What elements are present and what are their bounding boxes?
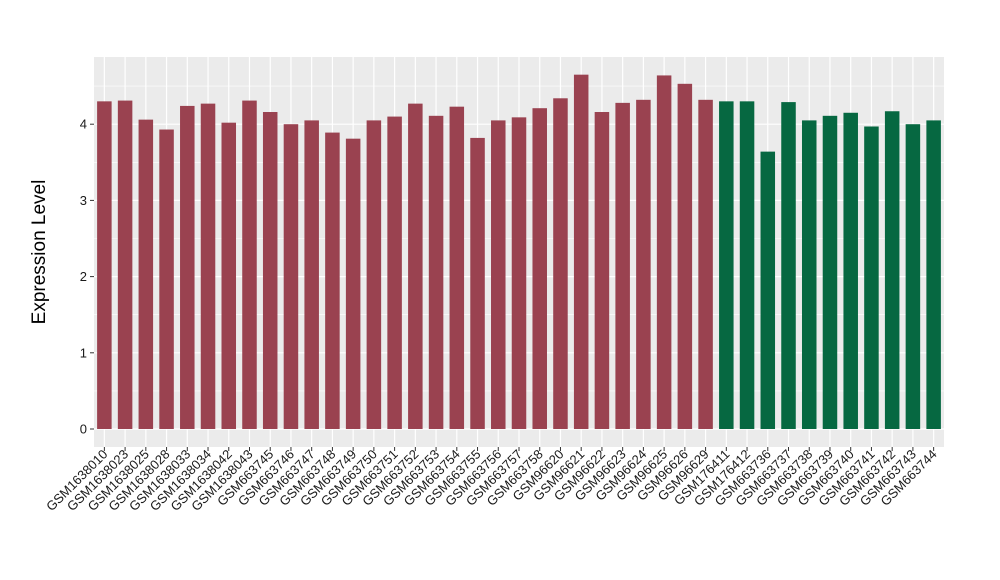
bar-GSM663748	[325, 132, 340, 429]
bar-GSM1638028	[159, 129, 174, 429]
bar-GSM1638034	[200, 103, 216, 429]
bar-GSM663754	[449, 106, 465, 429]
bar-GSM96621	[573, 74, 589, 430]
bar-GSM1638042	[221, 122, 237, 430]
bar-GSM663757	[511, 117, 527, 429]
bar-GSM663737	[781, 102, 796, 430]
bar-GSM663755	[470, 137, 485, 429]
bar-GSM96623	[615, 102, 630, 429]
y-tick-label: 4	[80, 117, 87, 132]
bar-GSM96625	[656, 75, 672, 429]
y-axis-title: Expression Level	[29, 180, 50, 325]
bar-GSM1638010	[97, 101, 112, 429]
bar-GSM663740	[843, 112, 858, 430]
bar-GSM176411	[719, 101, 734, 429]
bar-GSM663742	[884, 111, 900, 429]
bar-GSM1638025	[138, 119, 154, 430]
bar-GSM663752	[408, 103, 423, 429]
bar-GSM176412	[739, 101, 755, 429]
bar-GSM663744	[926, 120, 941, 429]
bar-GSM663738	[801, 120, 817, 429]
bar-GSM1638043	[242, 100, 257, 429]
bar-GSM1638023	[117, 100, 133, 429]
bar-GSM96626	[677, 83, 693, 430]
bar-GSM663743	[905, 124, 921, 429]
bar-GSM96629	[698, 99, 713, 429]
bar-GSM663741	[864, 126, 879, 430]
bar-GSM663758	[532, 108, 547, 429]
bar-GSM663756	[491, 120, 506, 429]
bar-GSM663746	[283, 124, 299, 429]
bar-GSM1638033	[180, 105, 195, 430]
bar-GSM96620	[553, 98, 568, 430]
bar-GSM663736	[760, 151, 776, 429]
bar-GSM96622	[594, 112, 610, 430]
y-tick-label: 2	[80, 269, 87, 284]
y-tick-label: 0	[80, 422, 87, 437]
bar-GSM663750	[366, 120, 382, 429]
y-tick-label: 1	[80, 345, 87, 360]
bar-GSM663745	[262, 112, 278, 430]
bar-GSM663747	[304, 120, 319, 429]
x-axis: GSM1638010GSM1638023GSM1638025GSM1638028…	[43, 447, 940, 514]
y-tick-label: 3	[80, 193, 87, 208]
bar-GSM96624	[636, 99, 651, 429]
bars	[97, 74, 941, 430]
bar-GSM663751	[387, 116, 402, 429]
y-axis: 0 1 2 3 4	[80, 117, 94, 437]
bar-GSM663753	[428, 115, 444, 430]
bar-GSM663749	[345, 138, 361, 430]
bar-GSM663739	[822, 115, 838, 430]
